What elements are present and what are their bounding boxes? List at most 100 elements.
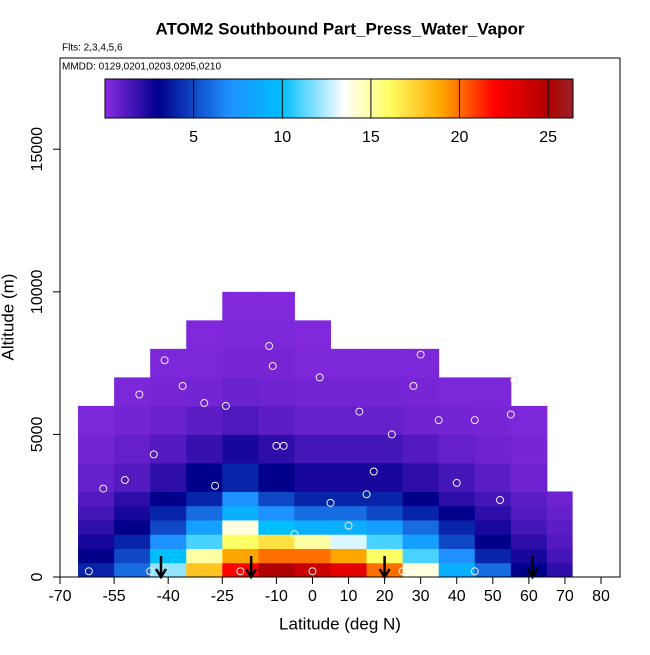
heat-cell [258, 548, 295, 564]
sample-point [135, 390, 144, 399]
heat-cell [366, 534, 404, 549]
heat-cell [402, 505, 440, 521]
heat-cell [78, 519, 115, 535]
sample-point [99, 484, 108, 493]
heat-cell [78, 505, 115, 521]
heat-cell [438, 534, 476, 549]
heat-cell [186, 320, 223, 350]
heat-cell [546, 519, 573, 535]
heat-cell [150, 434, 187, 464]
sample-point [272, 441, 281, 450]
sample-point [265, 342, 274, 351]
heat-cell [114, 534, 151, 549]
heat-cell [222, 491, 259, 507]
heat-cell [402, 534, 440, 549]
heat-cell [186, 562, 223, 578]
heat-cell [330, 434, 368, 464]
heat-cell [150, 348, 187, 378]
heat-cell [330, 491, 368, 507]
heat-cell [186, 462, 223, 492]
heat-cell [330, 505, 368, 521]
plot-frame [59, 57, 621, 578]
x-tick-label: 20 [376, 588, 394, 605]
heat-cell [114, 377, 151, 407]
heat-cell [78, 548, 115, 564]
heat-cell [330, 562, 368, 578]
heat-cell [258, 519, 295, 535]
sample-point [315, 373, 324, 382]
heat-cell [474, 534, 512, 549]
colorbar-tick-label: 5 [189, 129, 198, 146]
sample-point [308, 567, 317, 576]
heat-cell [186, 505, 223, 521]
heat-cell [546, 491, 573, 507]
heat-cell [294, 377, 331, 407]
x-tick-label: -10 [265, 588, 288, 605]
sample-point [470, 416, 479, 425]
heat-cell [186, 534, 223, 549]
heat-cell [474, 519, 512, 535]
heat-cell [294, 348, 331, 378]
heat-cell [474, 405, 512, 435]
heat-cell [114, 562, 151, 578]
heat-cell [330, 519, 368, 535]
heat-cell [510, 505, 548, 521]
heat-cell [510, 491, 548, 507]
heat-cell [78, 462, 115, 492]
heat-cell [402, 434, 440, 464]
heat-cell [186, 348, 223, 378]
y-tick-label: 10000 [29, 269, 46, 314]
heat-cell [258, 377, 295, 407]
sample-point [510, 376, 519, 385]
heat-cell [366, 462, 404, 492]
heat-cell [78, 434, 115, 464]
heat-cell [186, 405, 223, 435]
heat-cell [258, 491, 295, 507]
heat-cell [330, 405, 368, 435]
y-axis-label: Altitude (m) [0, 274, 17, 361]
heat-cell [114, 462, 151, 492]
heat-cell [258, 534, 295, 549]
sample-point [362, 490, 371, 499]
heat-cell [546, 562, 573, 578]
x-tick-label: -40 [157, 588, 180, 605]
heat-cell [114, 491, 151, 507]
sample-point [290, 530, 299, 539]
heat-cell [222, 377, 259, 407]
x-tick-label: -70 [48, 588, 71, 605]
heat-cell [258, 505, 295, 521]
sample-point [236, 567, 245, 576]
heat-cell [186, 491, 223, 507]
heat-cell [402, 405, 440, 435]
heat-cell [438, 548, 476, 564]
x-tick-label: 40 [448, 588, 466, 605]
x-tick-label: 10 [340, 588, 358, 605]
sample-point [120, 476, 129, 485]
colorbar-tick-label: 15 [362, 129, 380, 146]
heat-cell [546, 534, 573, 549]
sample-point [221, 401, 230, 410]
sample-point [506, 410, 515, 419]
sample-point [387, 430, 396, 439]
chart-title: ATOM2 Southbound Part_Press_Water_Vapor [155, 19, 524, 38]
heat-cell [222, 320, 259, 350]
heat-cell [186, 434, 223, 464]
heat-cell [366, 491, 404, 507]
annotation: MMDD: 0129,0201,0203,0205,0210 [62, 62, 221, 73]
heat-cell [402, 548, 440, 564]
heat-cell [186, 377, 223, 407]
heat-cell [258, 462, 295, 492]
heat-cell [402, 377, 440, 407]
heat-cell [474, 434, 512, 464]
sample-point [200, 399, 209, 408]
heat-cell [294, 548, 331, 564]
heat-cell [438, 519, 476, 535]
heat-cell [114, 434, 151, 464]
sample-point [398, 567, 407, 576]
heat-cell [294, 320, 331, 350]
heat-cell [294, 519, 331, 535]
heat-cell [78, 562, 115, 578]
heat-cell [438, 405, 476, 435]
sample-point [146, 567, 155, 576]
